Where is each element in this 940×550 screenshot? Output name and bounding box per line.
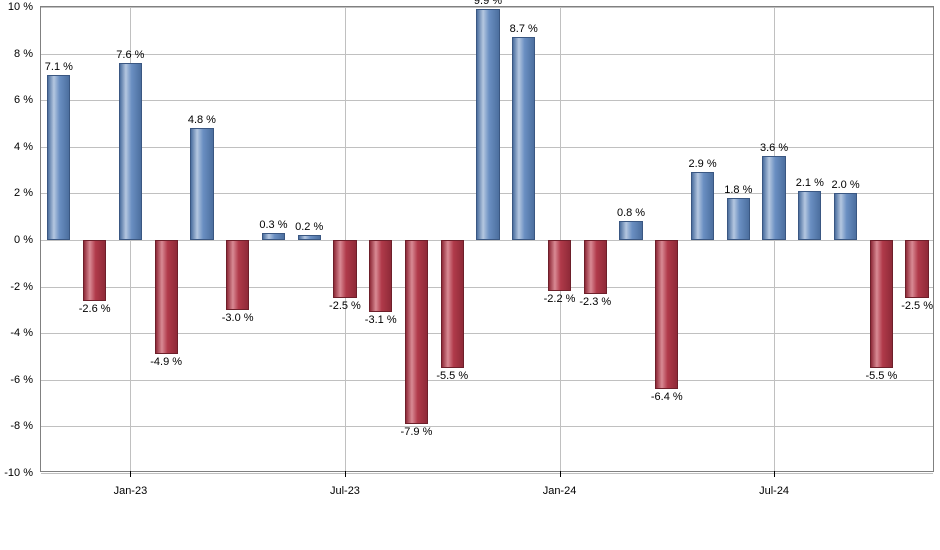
bar-positive: 4.8 % [190,128,213,240]
vgridline [345,7,346,471]
bar-positive: 2.1 % [798,191,821,240]
bar-fill [333,240,356,298]
bar-positive: 7.1 % [47,75,70,240]
bar-value-label: 7.6 % [116,49,144,63]
bar-value-label: -2.6 % [79,301,111,315]
bar-fill [691,172,714,240]
x-axis-label: Jan-23 [114,471,148,497]
x-axis-label: Jul-23 [330,471,360,497]
x-axis-label: Jul-24 [759,471,789,497]
bar-negative: -5.5 % [441,240,464,368]
bar-negative: -6.4 % [655,240,678,389]
y-tick-label: -8 % [10,420,41,432]
bar-fill [905,240,928,298]
bar-value-label: 3.6 % [760,142,788,156]
bar-positive: 0.2 % [298,235,321,240]
bar-fill [405,240,428,424]
bar-positive: 2.9 % [691,172,714,240]
bar-positive: 7.6 % [119,63,142,240]
bar-fill [870,240,893,368]
bar-value-label: -3.0 % [222,310,254,324]
gridline [41,380,933,381]
x-axis-label: Jan-24 [543,471,577,497]
bar-fill [798,191,821,240]
chart-container: -10 % -8 % -6 % -4 % -2 % 0 % 2 % 4 % 6 % 8 % 10 %… [0,0,940,550]
bar-value-label: 2.1 % [796,177,824,191]
bar-value-label: -7.9 % [401,424,433,438]
bar-fill [155,240,178,354]
bar-value-label: -2.5 % [329,298,361,312]
bar-fill [190,128,213,240]
y-tick-label: -2 % [10,281,41,293]
bar-positive: 3.6 % [762,156,785,240]
bar-value-label: -4.9 % [150,354,182,368]
bar-value-label: -2.2 % [544,291,576,305]
bar-fill [727,198,750,240]
bar-value-label: -2.3 % [579,294,611,308]
y-tick-label: 4 % [14,141,41,153]
bar-value-label: 4.8 % [188,114,216,128]
bar-positive: 1.8 % [727,198,750,240]
bar-fill [369,240,392,312]
y-tick-label: 10 % [8,1,41,13]
bar-value-label: 1.8 % [724,184,752,198]
bar-fill [512,37,535,240]
bar-fill [476,9,499,240]
bar-value-label: 0.2 % [295,221,323,235]
y-tick-label: -6 % [10,374,41,386]
bar-fill [83,240,106,301]
bar-fill [298,235,321,240]
bar-value-label: -2.5 % [901,298,933,312]
bar-fill [441,240,464,368]
bar-negative: -4.9 % [155,240,178,354]
bar-positive: 8.7 % [512,37,535,240]
bar-fill [119,63,142,240]
bar-value-label: 0.3 % [259,219,287,233]
bar-value-label: 8.7 % [510,23,538,37]
bar-negative: -2.6 % [83,240,106,301]
bar-negative: -2.3 % [584,240,607,294]
y-tick-label: 6 % [14,94,41,106]
bar-fill [226,240,249,310]
bar-value-label: -6.4 % [651,389,683,403]
bar-negative: -2.5 % [333,240,356,298]
vgridline [560,7,561,471]
bar-fill [655,240,678,389]
bar-fill [584,240,607,294]
y-tick-label: -4 % [10,327,41,339]
gridline [41,426,933,427]
plot-area: -10 %-8 %-6 %-4 %-2 %0 %2 %4 %6 %8 %10 %… [40,6,934,472]
bar-value-label: 9.9 % [474,0,502,9]
bar-fill [834,193,857,240]
bar-positive: 0.8 % [619,221,642,240]
bar-fill [762,156,785,240]
bar-negative: -2.5 % [905,240,928,298]
bar-negative: -7.9 % [405,240,428,424]
y-tick-label: 0 % [14,234,41,246]
bar-fill [262,233,285,240]
bar-fill [619,221,642,240]
bar-value-label: 0.8 % [617,207,645,221]
bar-value-label: 7.1 % [45,61,73,75]
y-tick-label: 8 % [14,48,41,60]
bar-negative: -2.2 % [548,240,571,291]
bar-fill [47,75,70,240]
bar-value-label: -5.5 % [436,368,468,382]
bar-value-label: -3.1 % [365,312,397,326]
bar-fill [548,240,571,291]
bar-negative: -3.1 % [369,240,392,312]
bar-negative: -3.0 % [226,240,249,310]
bar-value-label: 2.9 % [688,158,716,172]
bar-value-label: -5.5 % [865,368,897,382]
y-tick-label: -10 % [4,467,41,479]
bar-positive: 2.0 % [834,193,857,240]
gridline [41,473,933,474]
y-tick-label: 2 % [14,187,41,199]
bar-positive: 0.3 % [262,233,285,240]
bar-value-label: 2.0 % [832,179,860,193]
bar-negative: -5.5 % [870,240,893,368]
bar-positive: 9.9 % [476,9,499,240]
